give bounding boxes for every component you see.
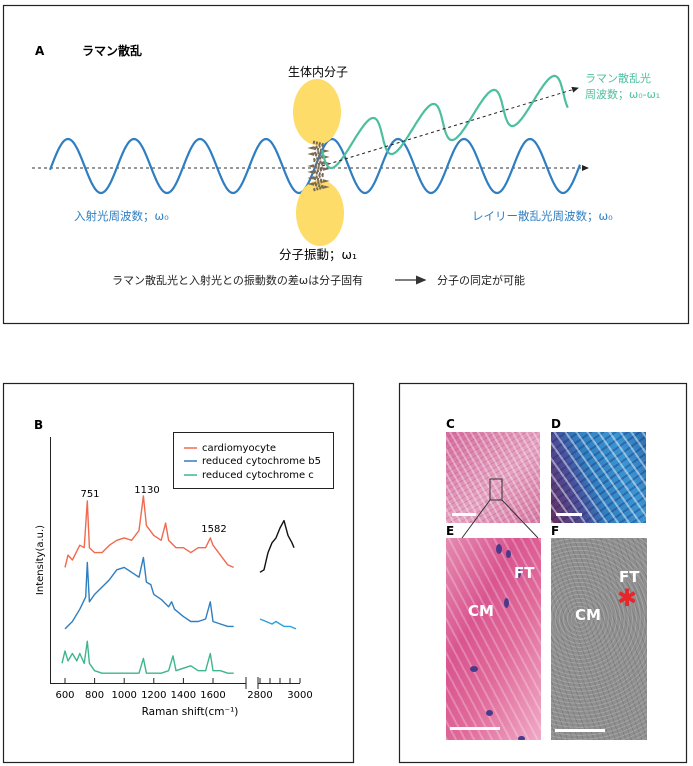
x-tick-label-2800: 2800: [247, 690, 272, 701]
x-tick-label-800: 800: [85, 690, 104, 701]
cardiomyocyte-label: CM: [468, 602, 494, 620]
x-tick-label-1600: 1600: [200, 690, 225, 701]
molecular-bond-spring: [307, 140, 330, 192]
peak-label-751: 751: [80, 489, 99, 500]
legend-cytochrome-c: reduced cytochrome c: [202, 470, 314, 481]
spectrum-line-cardiomyocyte: [64, 495, 234, 569]
panel-a-title: ラマン散乱: [82, 43, 142, 58]
legend-cardiomyocyte: cardiomyocyte: [202, 443, 276, 454]
x-axis-label: Raman shift(cm⁻¹): [142, 706, 239, 718]
molecule-atom-bottom: [296, 180, 344, 246]
conclusion-text: ラマン散乱光と入射光との振動数の差ωは分子固有: [112, 273, 363, 287]
panel-d-label: D: [551, 417, 561, 431]
peak-label-1130: 1130: [134, 485, 159, 496]
panel-a-border: [2, 4, 690, 325]
scale-bar: [555, 729, 605, 732]
incident-label: 入射光周波数；ω₀: [74, 209, 169, 223]
scale-bar: [450, 727, 500, 730]
panel-a: A ラマン散乱 生体内分子 ラマン散乱光 周波数；ω₀-ω₁ 入射光周波数；ω₀…: [2, 4, 690, 325]
he-stain-image-low-mag: [446, 432, 540, 523]
legend-cytochrome-b5: reduced cytochrome b5: [202, 456, 321, 467]
raman-scattered-wave: [320, 74, 569, 170]
panel-b-border: [2, 382, 355, 764]
raman-label-line1: ラマン散乱光: [585, 71, 651, 85]
measurement-point-star-icon: ✱: [617, 584, 638, 612]
peak-label-1582: 1582: [201, 524, 226, 535]
spectrum-line-reduced-cytochrome-b5: [64, 556, 234, 630]
cardiomyocyte-label: CM: [575, 606, 601, 624]
x-tick-label-1000: 1000: [111, 690, 136, 701]
panel-f-label: F: [551, 524, 559, 538]
raman-direction-arrow: [321, 86, 579, 167]
raman-spectrum-chart: 600 800 1000 1200 1400 1600 2800 3000 Intensity…: [35, 432, 334, 718]
x-tick-label-1200: 1200: [141, 690, 166, 701]
masson-trichrome-image: [551, 432, 646, 523]
molecule-label: 生体内分子: [288, 65, 348, 79]
legend: cardiomyocyte reduced cytochrome b5 redu…: [173, 432, 334, 489]
spectrum-line-reduced-cytochrome-c: [61, 640, 234, 674]
conclusion-result: 分子の同定が可能: [437, 273, 525, 287]
vibration-label: 分子振動；ω₁: [279, 247, 357, 262]
spectrum-line-ch-region-3: [259, 519, 295, 573]
x-tick-label-600: 600: [55, 690, 74, 701]
panel-cf-border: [398, 382, 688, 764]
panel-a-label: A: [35, 44, 45, 58]
scale-bar: [556, 513, 582, 516]
he-stain-image-high-mag: CM FT: [446, 538, 541, 740]
legend-box: [173, 432, 334, 489]
y-axis-label: Intensity(a.u.): [35, 525, 46, 595]
panel-b-label: B: [34, 418, 43, 432]
fibrotic-tissue-label: FT: [514, 564, 535, 582]
scale-bar: [452, 513, 476, 516]
molecule-atom-top: [293, 79, 341, 145]
rayleigh-label: レイリー散乱光周波数；ω₀: [472, 209, 613, 223]
x-tick-label-3000: 3000: [287, 690, 312, 701]
fibrotic-tissue-label: FT: [619, 568, 640, 586]
bright-field-image: CM FT ✱: [551, 538, 647, 740]
panel-e-label: E: [446, 524, 454, 538]
panel-b: B 600 800 1000 1200 1400 1600 2800 3000 Intensi…: [2, 382, 355, 764]
panel-c-label: C: [446, 417, 455, 431]
raman-label-line2: 周波数；ω₀-ω₁: [585, 88, 660, 101]
x-tick-label-1400: 1400: [171, 690, 196, 701]
spectrum-line-ch-region-4: [259, 618, 297, 630]
